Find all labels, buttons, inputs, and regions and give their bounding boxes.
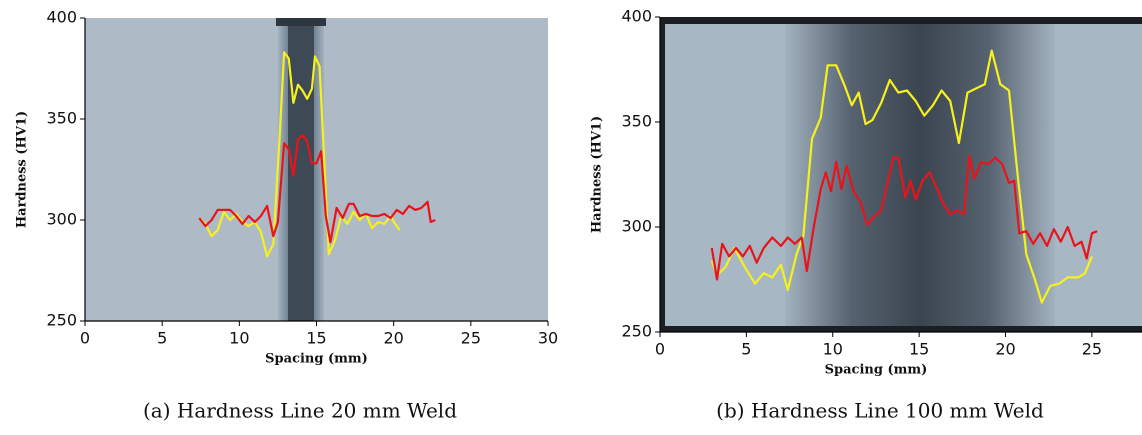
y-tick-label: 300 <box>621 217 652 236</box>
y-tick-label: 300 <box>46 210 77 229</box>
photo-b <box>660 17 1142 332</box>
x-tick-label: 25 <box>1082 340 1102 359</box>
x-tick-label: 5 <box>157 329 167 348</box>
hardness-line <box>710 154 1098 281</box>
x-tick-label: 0 <box>80 329 90 348</box>
x-tick-label: 20 <box>995 340 1015 359</box>
y-axis-label: Hardness (HV1) <box>590 116 605 233</box>
x-axis-label: Spacing (mm) <box>825 363 928 378</box>
x-tick-label: 20 <box>383 329 403 348</box>
y-tick-label: 400 <box>621 7 652 26</box>
y-tick-label: 250 <box>621 322 652 341</box>
y-tick-label: 350 <box>621 112 652 131</box>
x-tick-label: 5 <box>741 340 751 359</box>
y-tick-label: 250 <box>46 311 77 330</box>
x-tick-label: 15 <box>909 340 929 359</box>
x-tick-label: 15 <box>306 329 326 348</box>
y-tick-label: 400 <box>46 8 77 27</box>
hardness-line <box>198 134 436 244</box>
y-axis-label: Hardness (HV1) <box>15 111 30 228</box>
x-tick-label: 0 <box>655 340 665 359</box>
y-tick-label: 350 <box>46 109 77 128</box>
x-tick-label: 10 <box>823 340 843 359</box>
hardness-line <box>710 49 1093 304</box>
caption: (b) Hardness Line 100 mm Weld <box>716 399 1044 423</box>
photo-a <box>85 18 548 321</box>
x-tick-label: 25 <box>461 329 481 348</box>
caption: (a) Hardness Line 20 mm Weld <box>143 399 457 423</box>
x-tick-label: 10 <box>229 329 249 348</box>
x-axis-label: Spacing (mm) <box>265 352 368 367</box>
x-tick-label: 30 <box>538 329 558 348</box>
